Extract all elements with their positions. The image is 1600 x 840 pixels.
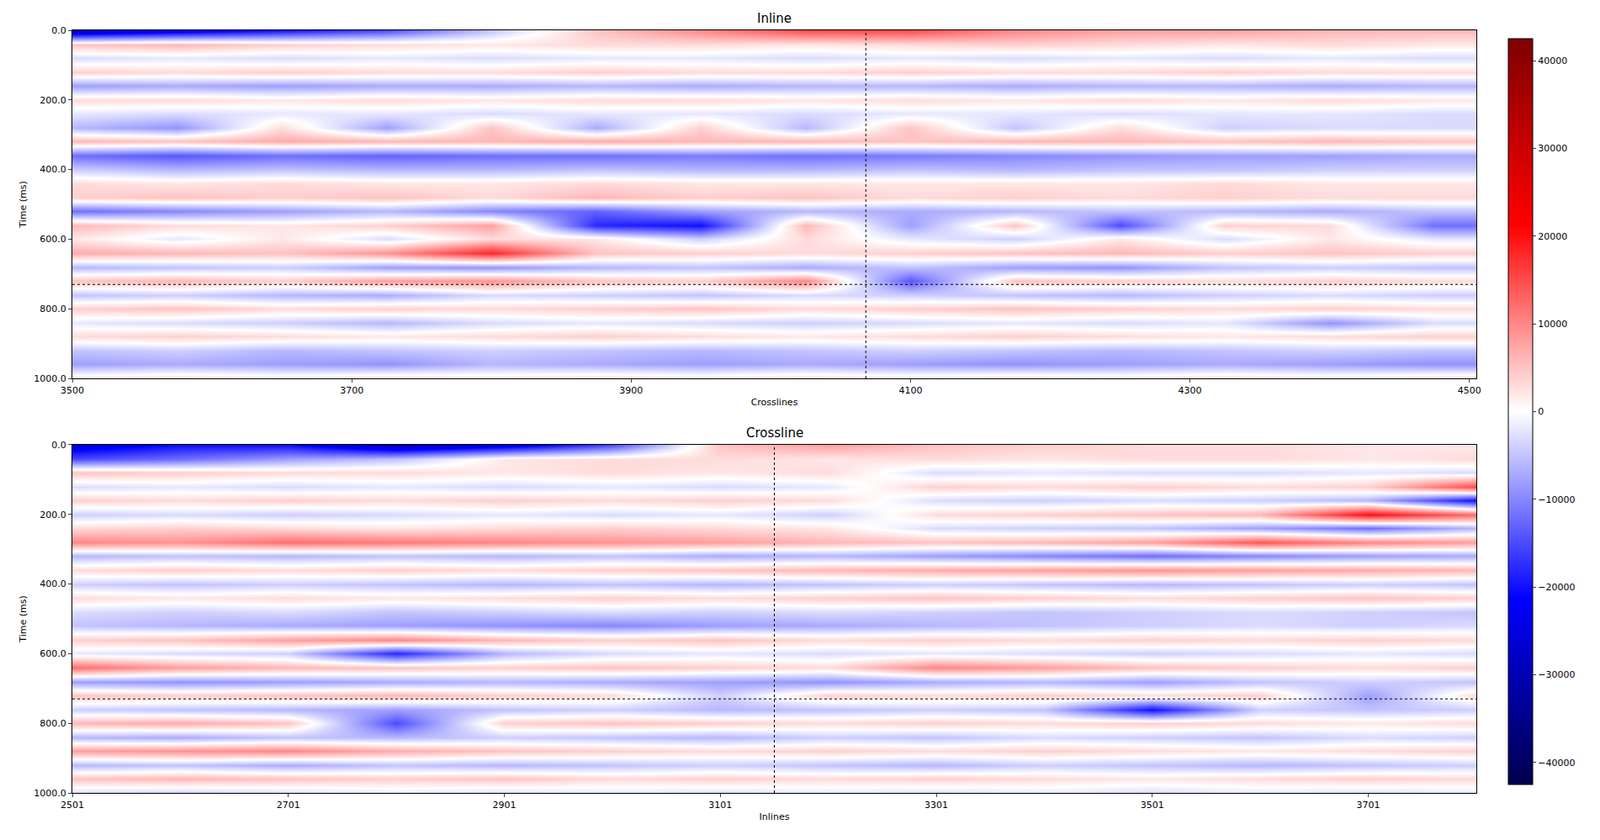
- svg-text:1000.0: 1000.0: [33, 373, 67, 385]
- svg-text:20000: 20000: [1537, 231, 1568, 243]
- svg-text:4100: 4100: [898, 385, 922, 397]
- svg-text:Time (ms): Time (ms): [17, 180, 29, 228]
- svg-text:10000: 10000: [1537, 318, 1568, 330]
- svg-text:2701: 2701: [276, 800, 301, 811]
- svg-text:600.0: 600.0: [39, 233, 67, 245]
- svg-text:3700: 3700: [339, 385, 364, 397]
- svg-text:−30000: −30000: [1537, 669, 1575, 681]
- svg-text:2501: 2501: [60, 800, 85, 811]
- svg-text:3301: 3301: [924, 800, 949, 811]
- svg-text:800.0: 800.0: [39, 303, 67, 315]
- svg-text:3500: 3500: [60, 385, 85, 397]
- svg-text:Inlines: Inlines: [759, 811, 790, 823]
- svg-text:800.0: 800.0: [39, 718, 67, 730]
- svg-text:Time (ms): Time (ms): [17, 595, 29, 643]
- svg-text:0.0: 0.0: [51, 439, 67, 451]
- svg-text:600.0: 600.0: [39, 648, 67, 660]
- svg-text:Inline: Inline: [757, 10, 792, 27]
- svg-text:3501: 3501: [1140, 800, 1165, 811]
- svg-text:4500: 4500: [1457, 385, 1482, 397]
- svg-text:400.0: 400.0: [39, 164, 67, 175]
- svg-text:200.0: 200.0: [39, 95, 67, 106]
- svg-text:4300: 4300: [1178, 385, 1203, 397]
- svg-text:Crossline: Crossline: [746, 425, 804, 441]
- svg-text:200.0: 200.0: [39, 509, 67, 521]
- svg-text:0: 0: [1537, 406, 1544, 418]
- svg-text:1000.0: 1000.0: [33, 788, 67, 800]
- svg-text:40000: 40000: [1537, 55, 1568, 67]
- svg-text:3701: 3701: [1356, 800, 1381, 811]
- svg-text:0.0: 0.0: [51, 25, 67, 37]
- svg-text:3101: 3101: [708, 800, 732, 811]
- svg-text:400.0: 400.0: [39, 578, 67, 590]
- svg-text:30000: 30000: [1537, 143, 1568, 154]
- svg-text:−10000: −10000: [1537, 494, 1575, 506]
- svg-text:−40000: −40000: [1537, 757, 1575, 769]
- svg-text:2901: 2901: [492, 800, 517, 811]
- svg-text:3900: 3900: [619, 385, 643, 397]
- svg-text:Crosslines: Crosslines: [751, 397, 799, 408]
- svg-text:−20000: −20000: [1537, 582, 1575, 594]
